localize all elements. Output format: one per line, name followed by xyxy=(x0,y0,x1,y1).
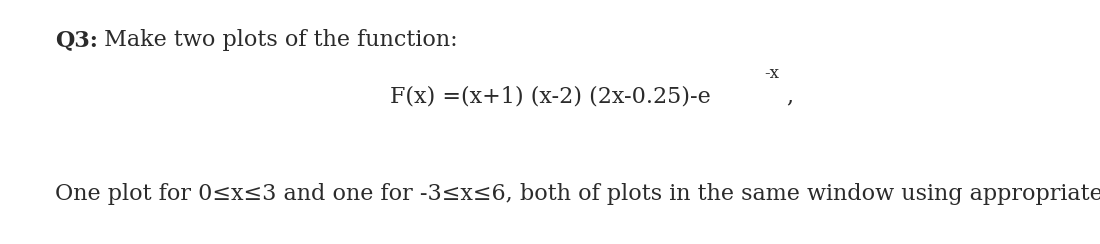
Text: Make two plots of the function:: Make two plots of the function: xyxy=(97,29,458,51)
Text: ,: , xyxy=(786,85,793,107)
Text: Q3:: Q3: xyxy=(55,29,98,51)
Text: -x: -x xyxy=(764,65,780,82)
Text: One plot for 0≤x≤3 and one for -3≤x≤6, both of plots in the same window using ap: One plot for 0≤x≤3 and one for -3≤x≤6, b… xyxy=(55,183,1100,205)
Text: F(x) =(x+1) (x-2) (2x-0.25)-e: F(x) =(x+1) (x-2) (2x-0.25)-e xyxy=(389,85,711,107)
